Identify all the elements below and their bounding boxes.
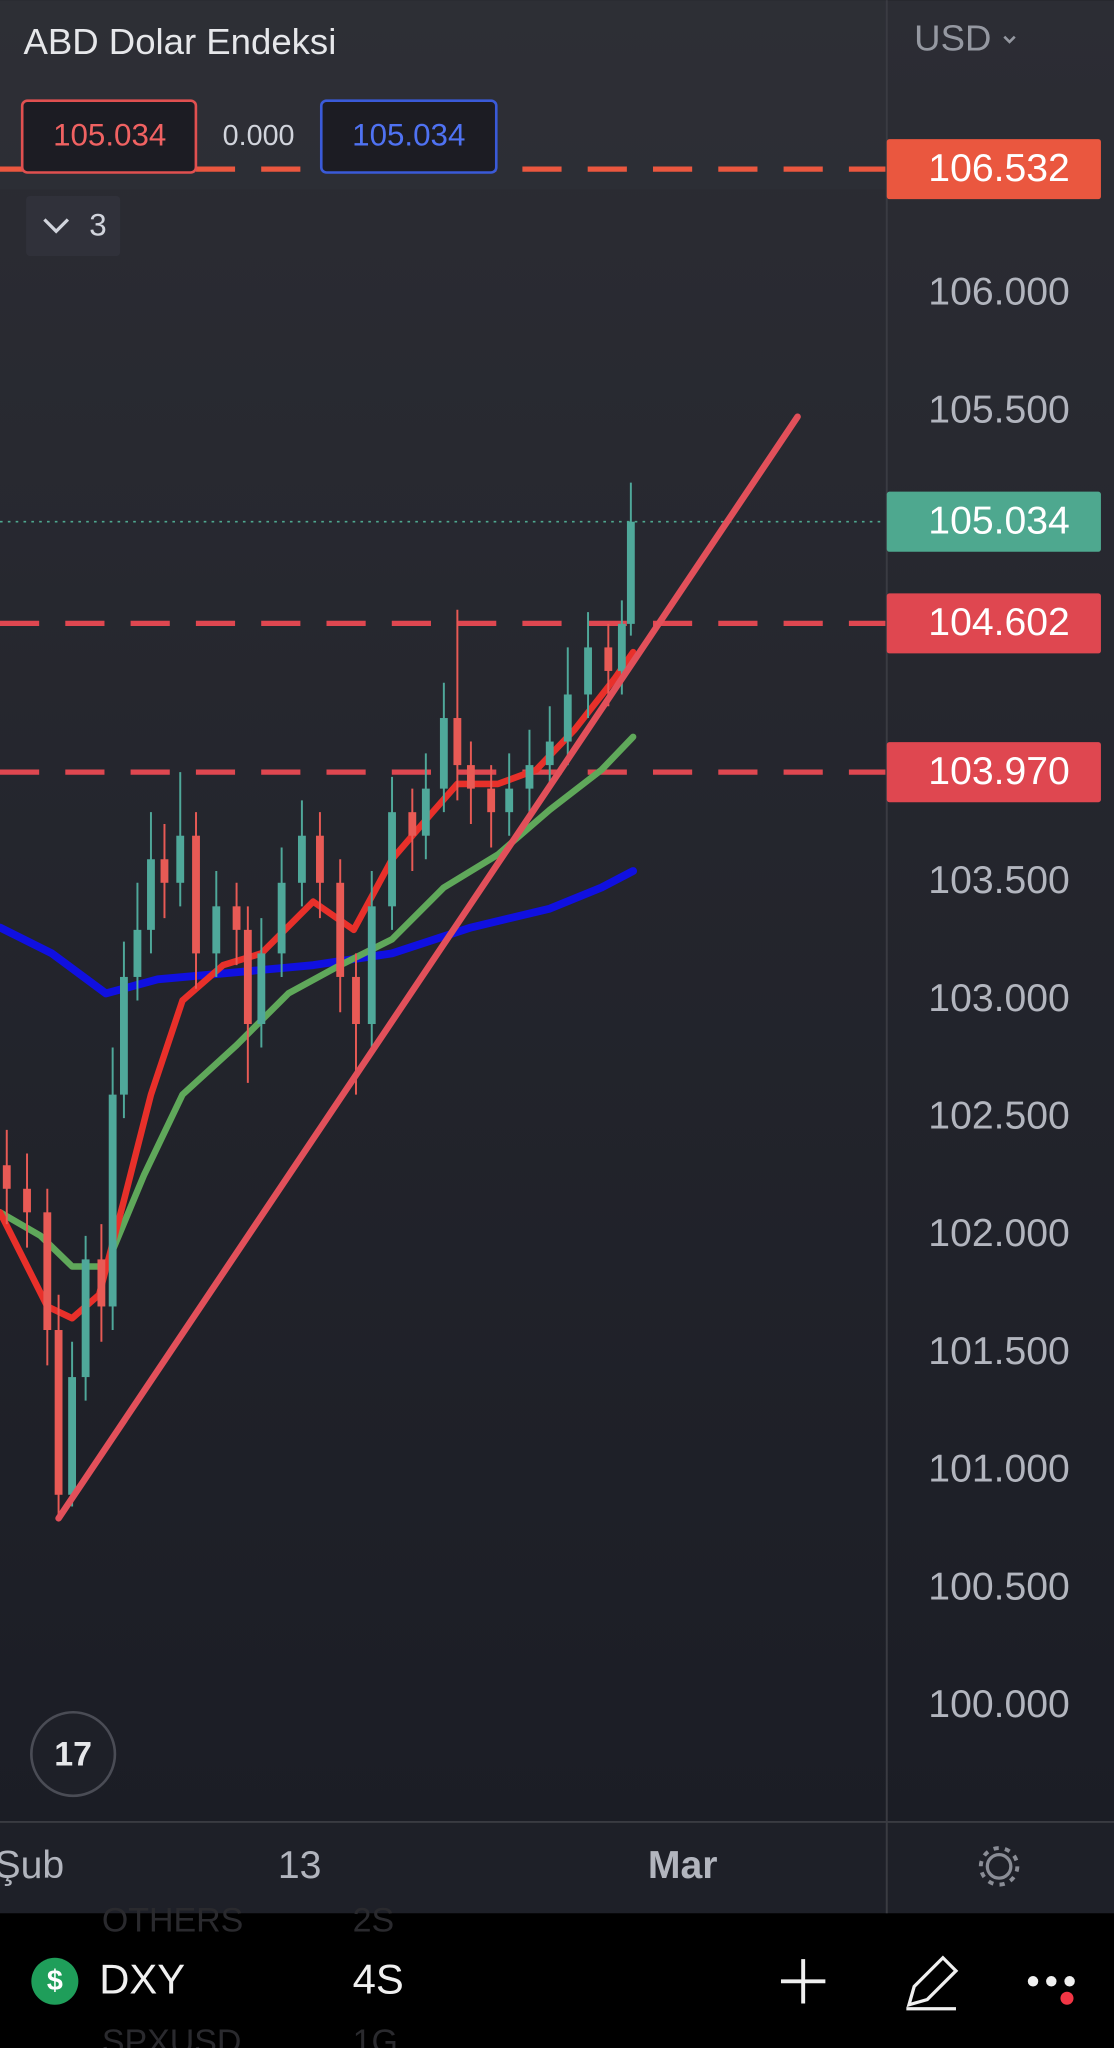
price-label-box bbox=[886, 491, 1101, 552]
tv-logo[interactable] bbox=[30, 1710, 117, 1798]
y-tick-label: 105.500 bbox=[928, 388, 1070, 431]
candle-body bbox=[421, 788, 430, 836]
candle-body bbox=[120, 976, 128, 1095]
list-behind: SPXUSD bbox=[102, 2023, 242, 2048]
currency[interactable]: USD bbox=[914, 17, 991, 58]
candle-body bbox=[257, 953, 266, 1025]
candle-body bbox=[439, 718, 448, 789]
price-label-box bbox=[886, 139, 1101, 200]
candle-body bbox=[336, 882, 345, 977]
candle-body bbox=[243, 929, 252, 1025]
sell-button[interactable] bbox=[20, 99, 198, 174]
indicators-toggle[interactable] bbox=[26, 196, 121, 257]
candle-body bbox=[23, 1188, 31, 1213]
list-behind: 1G bbox=[353, 2023, 398, 2048]
add-button[interactable] bbox=[780, 1959, 826, 2004]
list-behind: 2S bbox=[353, 1901, 395, 1939]
candle-body bbox=[54, 1330, 63, 1495]
price-label: 103.970 bbox=[928, 750, 1070, 793]
bottom-bar bbox=[0, 1913, 1114, 2048]
y-tick-label: 106.000 bbox=[928, 271, 1070, 314]
candle-body bbox=[97, 1259, 106, 1307]
price-label: 106.532 bbox=[928, 147, 1070, 190]
candle-body bbox=[277, 882, 286, 954]
x-tick-label: Şub bbox=[0, 1844, 64, 1887]
candle-body bbox=[388, 812, 396, 907]
trend-line bbox=[55, 413, 801, 1522]
price-label-box bbox=[886, 742, 1101, 803]
sell-price: 105.034 bbox=[53, 118, 166, 153]
indicator-line bbox=[0, 867, 638, 998]
candle-body bbox=[176, 835, 185, 883]
x-tick-label: 13 bbox=[278, 1844, 322, 1887]
candle-body bbox=[367, 906, 376, 1025]
currency-chevron bbox=[1003, 35, 1016, 44]
symbol-icon bbox=[31, 1957, 79, 2005]
candle-body bbox=[212, 906, 221, 954]
candle-body bbox=[617, 623, 626, 671]
more-button[interactable] bbox=[1027, 1976, 1075, 2005]
tv-logo-mark: 17 bbox=[54, 1736, 92, 1774]
symbol[interactable]: DXY bbox=[99, 1956, 185, 2003]
candle-body bbox=[408, 812, 417, 836]
candle-body bbox=[43, 1212, 52, 1331]
price-label: 104.602 bbox=[928, 601, 1070, 644]
candle-body bbox=[297, 835, 306, 883]
candle-body bbox=[487, 788, 496, 813]
y-tick-label: 102.500 bbox=[928, 1095, 1070, 1138]
settings-icon[interactable] bbox=[978, 1846, 1020, 1887]
x-tick-label: Mar bbox=[648, 1844, 718, 1887]
chart-background bbox=[0, 0, 1114, 1822]
buy-price: 105.034 bbox=[352, 118, 465, 153]
price-label-box bbox=[886, 593, 1101, 654]
candle-body bbox=[626, 521, 635, 624]
candle-body bbox=[466, 765, 475, 789]
candle-body bbox=[108, 1094, 117, 1307]
y-tick-label: 101.000 bbox=[928, 1448, 1070, 1491]
chevron-icon bbox=[43, 218, 70, 234]
candle-body bbox=[604, 647, 613, 671]
candle-body bbox=[352, 976, 360, 1025]
candle-body bbox=[81, 1259, 90, 1378]
chart-title: ABD Dolar Endeksi bbox=[24, 21, 337, 62]
candle-body bbox=[133, 929, 142, 977]
candle-body bbox=[584, 647, 592, 695]
price-label: 105.034 bbox=[928, 499, 1070, 542]
time-labels: Şub 13 Mar bbox=[0, 1844, 717, 1887]
candle-body bbox=[525, 765, 534, 789]
price-axis: 106.000 105.500 103.500 103.000 102.500 102.0… bbox=[886, 139, 1101, 1726]
candle-body bbox=[563, 694, 572, 742]
y-tick-label: 103.000 bbox=[928, 977, 1070, 1020]
spread: 0.000 bbox=[223, 120, 295, 152]
candle-body bbox=[160, 859, 169, 883]
y-tick-label: 101.500 bbox=[928, 1330, 1070, 1373]
plot-area bbox=[0, 166, 886, 1522]
indicator-count: 3 bbox=[89, 208, 106, 243]
candle-body bbox=[545, 741, 554, 766]
draw-button[interactable] bbox=[906, 1955, 959, 2011]
candle-body bbox=[232, 906, 241, 930]
list-behind: OTHERS bbox=[102, 1901, 243, 1939]
candle-body bbox=[147, 859, 155, 930]
candle-body bbox=[505, 788, 514, 813]
candle-body bbox=[68, 1377, 77, 1495]
candle-body bbox=[192, 835, 200, 954]
y-tick-label: 100.000 bbox=[928, 1683, 1070, 1726]
y-tick-label: 102.000 bbox=[928, 1212, 1070, 1255]
y-tick-label: 100.500 bbox=[928, 1565, 1070, 1608]
candle-body bbox=[453, 718, 462, 766]
candle-body bbox=[316, 835, 324, 883]
y-tick-label: 103.500 bbox=[928, 859, 1070, 902]
interval[interactable]: 4S bbox=[353, 1956, 404, 2003]
symbol-icon-glyph: $ bbox=[47, 1965, 63, 1997]
candle-body bbox=[2, 1165, 11, 1189]
time-axis bbox=[0, 1821, 1114, 1914]
buy-button[interactable] bbox=[319, 99, 498, 174]
